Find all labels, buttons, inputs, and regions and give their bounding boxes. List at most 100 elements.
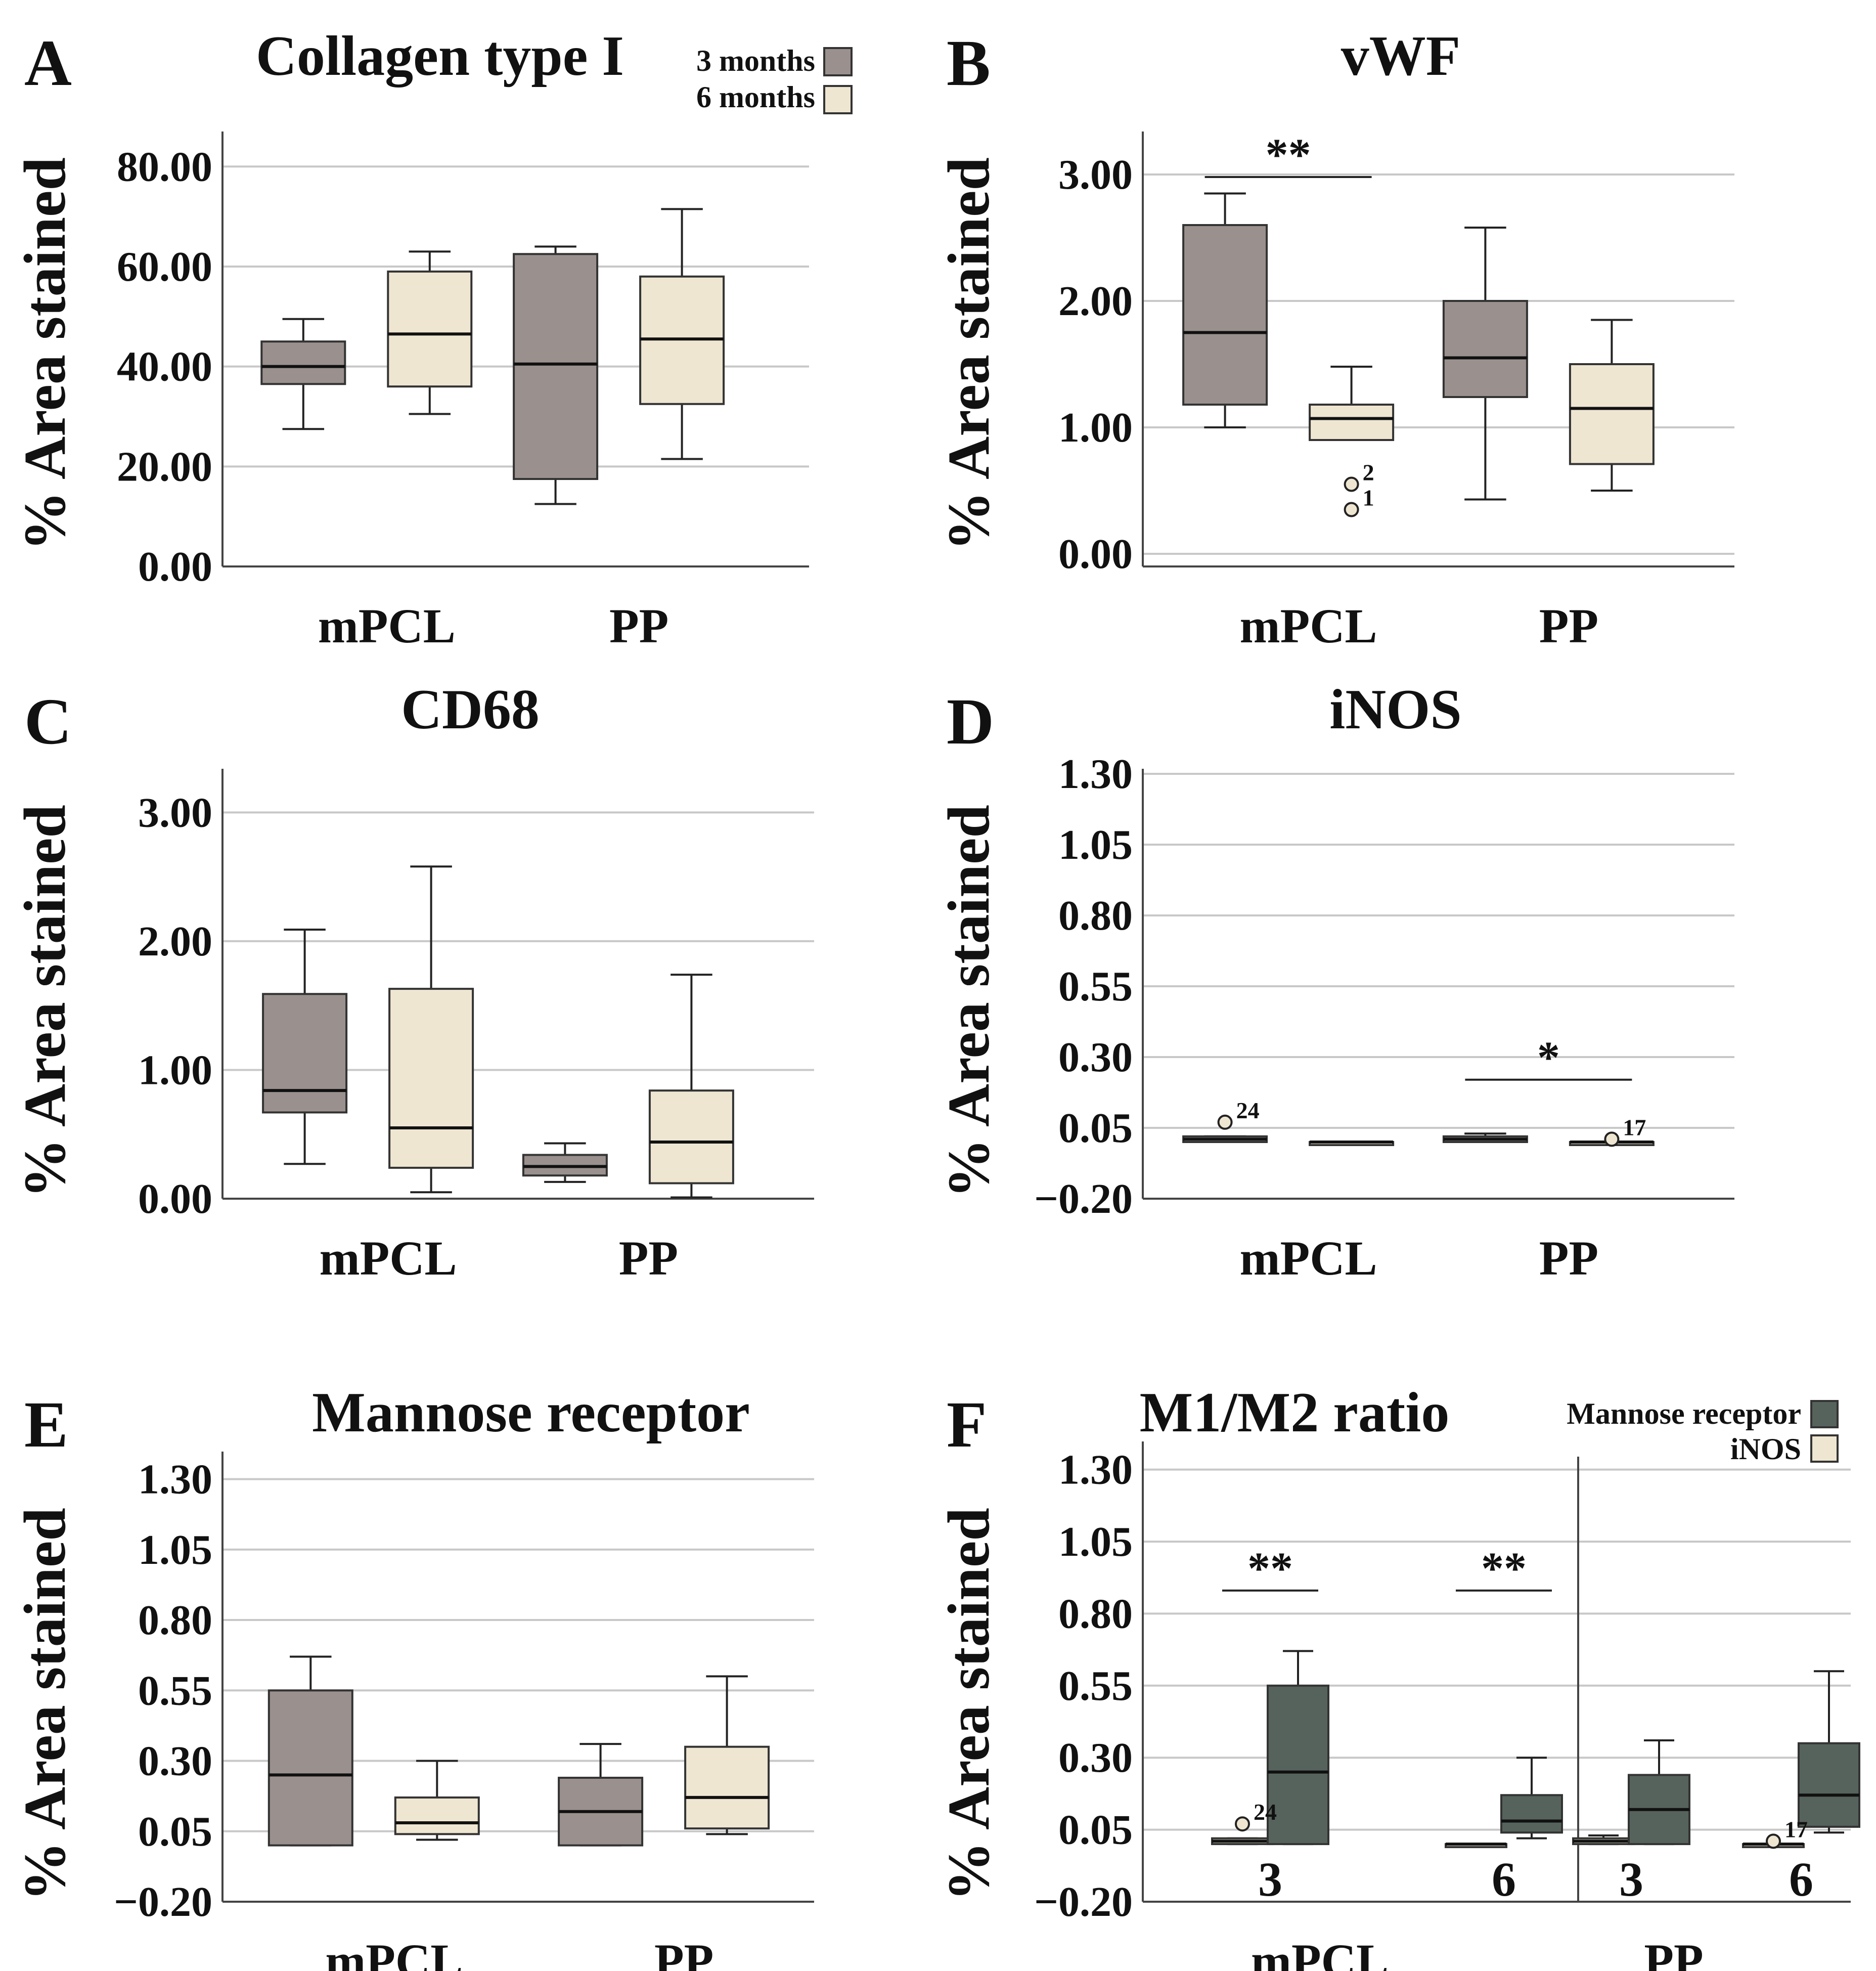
box-6-months — [1569, 319, 1655, 492]
y-tick-label: 0.00 — [138, 1175, 212, 1222]
group-label: PP — [619, 1231, 678, 1285]
box-3-months — [262, 929, 348, 1165]
title-F: M1/M2 ratio — [1140, 1381, 1450, 1444]
box-3-months — [1442, 227, 1528, 501]
y-tick-label: 0.80 — [138, 1597, 212, 1644]
chart-D: −0.20 0.05 0.30 0.55 0.80 1.05 1.30 mPCL PP 24 17 * — [1034, 751, 1734, 1285]
group-label: mPCL — [1251, 1934, 1389, 1971]
panel-letter-D: D — [947, 685, 994, 758]
y-tick-label: 0.00 — [138, 543, 212, 590]
y-tick-label: 0.55 — [1058, 963, 1133, 1010]
legend-f-label-2: iNOS — [1730, 1432, 1801, 1466]
y-tick-label: 60.00 — [117, 243, 212, 290]
box-3-months — [558, 1743, 644, 1847]
significance-label: ** — [1481, 1544, 1527, 1594]
subgroup-label: 3 — [1258, 1852, 1282, 1906]
y-tick-label: 1.30 — [138, 1456, 212, 1503]
y-tick-label: −0.20 — [1034, 1175, 1133, 1222]
box-iqr — [1442, 300, 1528, 398]
y-tick-label: 40.00 — [117, 343, 212, 390]
legend-f-label-1: Mannose receptor — [1567, 1397, 1801, 1430]
box-iqr — [1309, 404, 1395, 441]
y-tick-label: 0.30 — [1058, 1034, 1133, 1081]
y-tick-label: 20.00 — [117, 443, 212, 490]
box-iqr — [267, 1689, 353, 1847]
legend-f-swatch-2 — [1810, 1434, 1839, 1463]
box-3-months — [260, 318, 346, 430]
y-tick-label: 1.30 — [1058, 1447, 1133, 1494]
y-tick-label: 0.80 — [1058, 892, 1133, 939]
box-inos — [1572, 1834, 1635, 1846]
group-label: PP — [1539, 1231, 1598, 1285]
group-label: mPCL — [1240, 599, 1377, 653]
outlier-label: 17 — [1623, 1114, 1646, 1140]
box-iqr — [1500, 1794, 1563, 1834]
subgroup-label: 6 — [1492, 1852, 1516, 1906]
y-tick-label: 0.05 — [1058, 1105, 1133, 1152]
legend-f: Mannose receptor iNOS — [1567, 1397, 1839, 1466]
box-iqr — [388, 988, 474, 1169]
y-tick-label: 0.30 — [138, 1738, 212, 1785]
box-iqr — [513, 253, 599, 480]
box-6-months — [684, 1675, 770, 1835]
box-mannose-receptor — [1267, 1650, 1329, 1846]
box-iqr — [1182, 224, 1268, 406]
outlier-point — [1235, 1816, 1250, 1832]
y-tick-label: 0.00 — [1058, 531, 1133, 578]
y-tick-label: 1.05 — [1058, 1518, 1133, 1565]
box-3-months — [513, 245, 599, 505]
box-6-months — [394, 1760, 480, 1841]
panel-letter-E: E — [24, 1388, 68, 1461]
significance-label: ** — [1247, 1544, 1293, 1594]
y-tick-label: 1.00 — [138, 1046, 212, 1093]
panel-letter-A: A — [24, 27, 72, 100]
box-mannose-receptor — [1628, 1739, 1690, 1846]
outlier-point — [1344, 502, 1359, 517]
box-iqr — [684, 1745, 770, 1830]
box-inos — [1445, 1843, 1507, 1849]
y-tick-label: 3.00 — [138, 789, 212, 836]
box-iqr — [262, 993, 348, 1114]
legend-a-swatch-2 — [823, 85, 853, 114]
box-iqr — [648, 1089, 734, 1185]
y-tick-label: 1.05 — [1058, 821, 1133, 868]
outlier-label: 17 — [1784, 1816, 1808, 1842]
outlier-point — [1604, 1131, 1620, 1147]
box-3-months — [1182, 1135, 1268, 1144]
box-iqr — [387, 270, 473, 388]
group-label: PP — [1644, 1934, 1703, 1971]
panel-letter-C: C — [24, 685, 72, 758]
significance-label: ** — [1266, 130, 1311, 180]
title-C: CD68 — [401, 678, 540, 741]
y-tick-label: 80.00 — [117, 143, 212, 190]
legend-a: 3 months 6 months — [696, 44, 853, 114]
y-tick-label: 2.00 — [138, 918, 212, 965]
ylabel-E: % Area stained — [12, 1508, 78, 1901]
y-tick-label: 0.05 — [138, 1808, 212, 1855]
group-label: PP — [1539, 599, 1598, 653]
chart-A: 0.00 20.00 40.00 60.00 80.00 mPCL PP — [117, 132, 809, 653]
y-tick-label: 2.00 — [1058, 278, 1133, 325]
y-tick-label: 3.00 — [1058, 151, 1133, 198]
box-6-months — [388, 865, 474, 1194]
legend-f-swatch-1 — [1810, 1400, 1839, 1428]
box-6-months — [639, 208, 725, 460]
box-iqr — [260, 340, 346, 385]
box-6-months — [1309, 366, 1395, 441]
box-3-months — [1182, 192, 1268, 428]
ylabel-A: % Area stained — [12, 157, 78, 551]
box-iqr — [394, 1796, 480, 1835]
legend-a-swatch-1 — [823, 47, 853, 76]
y-tick-label: 0.80 — [1058, 1590, 1133, 1637]
chart-C: 0.00 1.00 2.00 3.00 mPCL PP — [138, 769, 814, 1285]
ylabel-C: % Area stained — [12, 805, 78, 1198]
box-3-months — [1442, 1132, 1528, 1144]
legend-a-label-2: 6 months — [696, 80, 815, 114]
box-mannose-receptor — [1500, 1757, 1563, 1839]
group-label: mPCL — [325, 1934, 463, 1971]
box-iqr — [1798, 1742, 1860, 1828]
box-6-months — [648, 974, 734, 1199]
box-3-months — [267, 1655, 353, 1847]
group-label: PP — [609, 599, 668, 653]
